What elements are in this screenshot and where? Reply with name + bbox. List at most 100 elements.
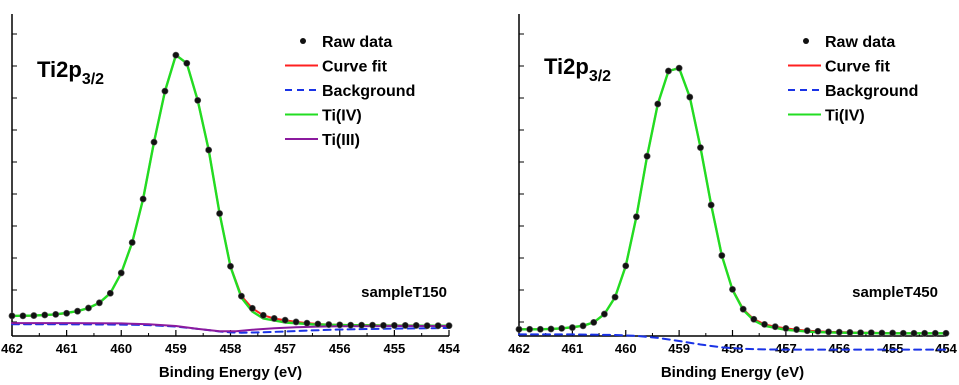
raw-data-point [259,311,267,319]
legend-label: Raw data [825,34,895,51]
x-tick-label: 454 [935,341,957,356]
x-tick-label: 456 [329,341,351,356]
raw-data-point [707,201,715,209]
raw-data-point [434,322,442,330]
raw-data-point [857,329,864,337]
raw-data-point [117,269,125,277]
raw-data-point [643,152,651,160]
raw-data-point [303,319,311,327]
legend-swatch-raw-data [300,38,306,44]
raw-data-point [547,325,555,333]
raw-data-point [270,315,278,322]
raw-data-point [718,252,726,259]
raw-data-point [412,322,420,329]
legend-label: Ti(IV) [825,108,865,125]
x-tick-label: 462 [1,341,23,356]
x-tick-label: 460 [110,341,132,356]
peak-label: Ti2p3/2 [37,57,104,88]
raw-data-point [227,262,234,270]
ti-iii-line [11,322,450,333]
x-axis-title: Binding Energy (eV) [159,364,302,381]
raw-data-point [921,329,929,337]
raw-data-point [85,304,92,312]
raw-data-point [622,262,630,270]
raw-data-point [729,285,736,293]
raw-data-point [675,64,683,72]
peak-label-subscript: 3/2 [82,71,104,88]
raw-data-point [347,321,355,329]
raw-data-point [867,329,875,337]
raw-data-point [423,322,431,330]
raw-data-point [292,318,300,326]
raw-data-point [665,67,672,75]
background-line [11,323,450,334]
x-tick-label: 458 [722,341,744,356]
raw-data-point [248,304,256,312]
raw-data-point [601,310,608,318]
raw-data-point [739,305,747,313]
x-tick-label: 456 [828,341,850,356]
raw-data-point [697,144,704,151]
raw-data-point [590,318,598,326]
legend-label: Ti(IV) [322,108,362,125]
background-line [518,333,947,351]
raw-data-point [814,327,822,335]
x-tick-label: 461 [562,341,584,356]
legend-label: Background [322,83,415,100]
raw-data-point [401,322,409,329]
raw-data-point [74,307,81,315]
raw-data-point [942,329,950,337]
raw-data-point [390,322,398,329]
raw-data-point [96,299,103,307]
raw-data-point [30,312,38,319]
raw-data-point [633,213,640,221]
raw-data-point [515,325,523,333]
x-tick-label: 459 [165,341,187,356]
raw-data-point [41,311,49,319]
raw-data-point [771,323,779,331]
raw-data-point [106,289,114,297]
raw-data-point [899,329,907,337]
raw-data-point [205,146,213,154]
legend-swatch-raw-data [803,38,809,44]
sample-label: sampleT450 [852,284,938,301]
legend-label: Raw data [322,34,392,51]
legend-label: Background [825,83,918,100]
raw-data-point [172,51,180,59]
raw-data-point [568,324,576,331]
raw-data-point [686,93,694,101]
x-tick-label: 455 [384,341,406,356]
raw-data-point [825,328,832,336]
raw-data-point [139,195,147,203]
x-tick-label: 457 [775,341,797,356]
sample-label: sampleT150 [361,284,447,301]
raw-data-point [183,59,191,67]
raw-data-point [161,87,169,95]
raw-data-point [63,309,71,317]
raw-data-point [793,326,800,333]
raw-data-point [380,322,387,329]
panel-t150: 462 461 460 459 458 457 456 455 454 Binding Energ… [1,14,461,381]
legend-label: Ti(III) [322,132,360,149]
raw-data-point [536,325,544,333]
raw-data-point [654,100,662,108]
raw-data-point [216,210,223,217]
raw-data-point [526,325,534,333]
raw-data-point [761,320,768,328]
raw-data-point [314,320,322,328]
raw-data-point [611,293,619,301]
panel-t450: 462 461 460 459 458 457 456 455 454 Binding Energ… [508,14,958,381]
raw-data-point [558,325,566,332]
x-tick-label: 455 [882,341,904,356]
legend-label: Curve fit [825,59,891,76]
x-tick-label: 459 [668,341,690,356]
x-tick-label: 460 [615,341,637,356]
raw-data-point [445,322,453,330]
x-tick-label: 458 [220,341,242,356]
x-tick-label: 457 [274,341,296,356]
raw-data-point [52,310,60,318]
raw-data-point [128,239,136,246]
raw-data-point [878,329,886,337]
raw-data-point [889,329,897,337]
